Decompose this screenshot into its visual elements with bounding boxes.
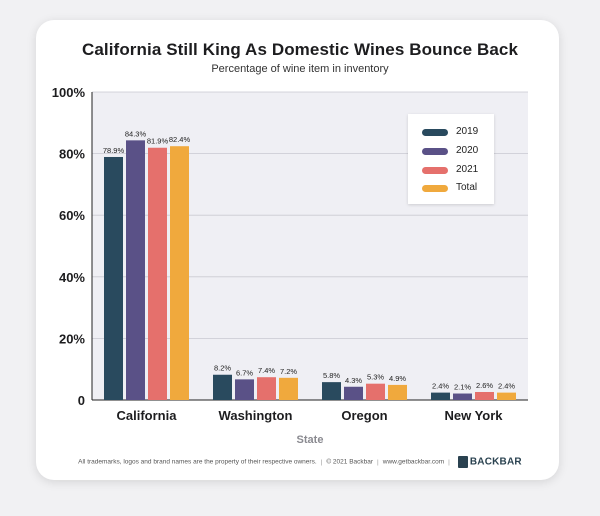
legend-swatch-total: [422, 185, 448, 192]
chart-subtitle: Percentage of wine item in inventory: [211, 63, 389, 75]
y-tick-label: 40%: [59, 270, 85, 285]
chart-footer: All trademarks, logos and brand names ar…: [78, 456, 522, 468]
x-axis-title: State: [297, 434, 324, 446]
data-label: 6.7%: [236, 368, 253, 377]
y-tick-label: 80%: [59, 147, 85, 162]
data-label: 5.8%: [323, 371, 340, 380]
data-label: 2.6%: [476, 381, 493, 390]
legend-swatch-2020: [422, 148, 448, 155]
y-tick-label: 60%: [59, 208, 85, 223]
legend-label-total: Total: [456, 182, 478, 193]
bar-2020-washington: [235, 379, 254, 400]
data-label: 2.1%: [454, 383, 471, 392]
bar-total-oregon: [388, 384, 407, 400]
y-tick-label: 0: [78, 393, 85, 408]
data-label: 7.2%: [280, 367, 297, 376]
bar-total-california: [170, 146, 189, 400]
backbar-logo-text: BACKBAR: [469, 456, 522, 468]
bar-2019-california: [104, 156, 123, 400]
x-tick-label: California: [117, 408, 178, 423]
bar-2019-new-york: [431, 392, 450, 400]
legend-label-2021: 2021: [456, 164, 479, 175]
data-label: 78.9%: [103, 146, 125, 155]
bar-total-new-york: [497, 392, 516, 400]
data-label: 4.9%: [389, 374, 406, 383]
y-tick-label: 20%: [59, 331, 85, 346]
legend-swatch-2019: [422, 129, 448, 136]
chart-title: California Still King As Domestic Wines …: [81, 40, 519, 59]
legend-label-2020: 2020: [456, 145, 479, 156]
copyright-notice: © 2021 Backbar: [326, 458, 374, 466]
trademark-notice: All trademarks, logos and brand names ar…: [78, 458, 317, 466]
y-tick-label: 100%: [52, 85, 86, 100]
bar-2021-california: [148, 147, 167, 400]
legend-swatch-2021: [422, 167, 448, 174]
bar-2021-oregon: [366, 383, 385, 400]
bar-2019-washington: [213, 374, 232, 400]
bar-2020-california: [126, 140, 145, 400]
x-tick-label: Oregon: [341, 408, 387, 423]
website-link[interactable]: www.getbackbar.com: [382, 458, 445, 466]
bar-2021-new-york: [475, 391, 494, 400]
data-label: 4.3%: [345, 376, 362, 385]
data-label: 5.3%: [367, 373, 384, 382]
x-tick-label: New York: [444, 408, 503, 423]
data-label: 7.4%: [258, 366, 275, 375]
x-tick-label: Washington: [219, 408, 293, 423]
bar-2021-washington: [257, 377, 276, 400]
data-label: 2.4%: [498, 382, 515, 391]
bar-2020-oregon: [344, 386, 363, 400]
chart-legend: 2019 2020 2021 Total: [408, 114, 494, 204]
data-label: 84.3%: [125, 129, 147, 138]
data-label: 81.9%: [147, 137, 169, 146]
data-label: 82.4%: [169, 135, 191, 144]
backbar-logo: BACKBAR: [457, 456, 522, 468]
bar-2020-new-york: [453, 393, 472, 400]
bar-2019-oregon: [322, 382, 341, 400]
bar-total-washington: [279, 377, 298, 400]
data-label: 2.4%: [432, 382, 449, 391]
data-label: 8.2%: [214, 364, 231, 373]
legend-label-2019: 2019: [456, 126, 479, 137]
backbar-logo-icon: [457, 456, 468, 468]
